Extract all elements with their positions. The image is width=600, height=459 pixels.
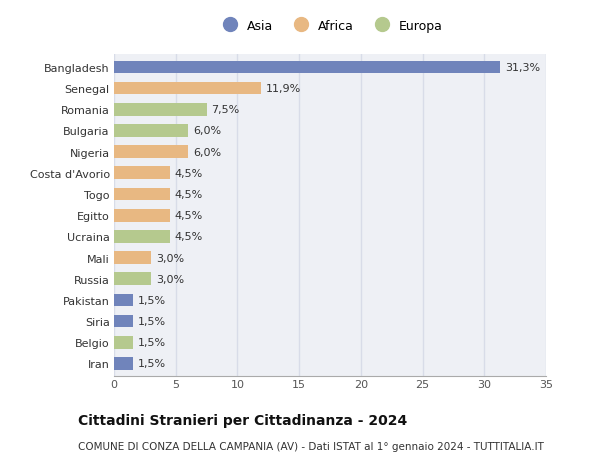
Text: 4,5%: 4,5%	[175, 211, 203, 221]
Bar	[114, 167, 170, 180]
Bar	[114, 230, 170, 243]
Text: 6,0%: 6,0%	[193, 147, 221, 157]
Text: 6,0%: 6,0%	[193, 126, 221, 136]
Text: COMUNE DI CONZA DELLA CAMPANIA (AV) - Dati ISTAT al 1° gennaio 2024 - TUTTITALIA: COMUNE DI CONZA DELLA CAMPANIA (AV) - Da…	[78, 441, 544, 451]
Bar	[114, 188, 170, 201]
Bar	[114, 294, 133, 307]
Text: Cittadini Stranieri per Cittadinanza - 2024: Cittadini Stranieri per Cittadinanza - 2…	[78, 413, 407, 427]
Text: 1,5%: 1,5%	[137, 295, 166, 305]
Bar	[114, 315, 133, 328]
Bar	[114, 62, 500, 74]
Text: 7,5%: 7,5%	[212, 105, 240, 115]
Bar	[114, 209, 170, 222]
Bar	[114, 125, 188, 138]
Bar	[114, 358, 133, 370]
Text: 4,5%: 4,5%	[175, 232, 203, 242]
Text: 1,5%: 1,5%	[137, 358, 166, 369]
Text: 4,5%: 4,5%	[175, 190, 203, 200]
Bar	[114, 146, 188, 159]
Bar	[114, 83, 261, 95]
Text: 3,0%: 3,0%	[156, 274, 184, 284]
Text: 31,3%: 31,3%	[505, 63, 541, 73]
Text: 4,5%: 4,5%	[175, 168, 203, 179]
Bar	[114, 104, 206, 117]
Text: 1,5%: 1,5%	[137, 316, 166, 326]
Bar	[114, 336, 133, 349]
Legend: Asia, Africa, Europa: Asia, Africa, Europa	[217, 20, 443, 33]
Bar	[114, 252, 151, 264]
Text: 1,5%: 1,5%	[137, 337, 166, 347]
Bar	[114, 273, 151, 285]
Text: 11,9%: 11,9%	[266, 84, 301, 94]
Text: 3,0%: 3,0%	[156, 253, 184, 263]
